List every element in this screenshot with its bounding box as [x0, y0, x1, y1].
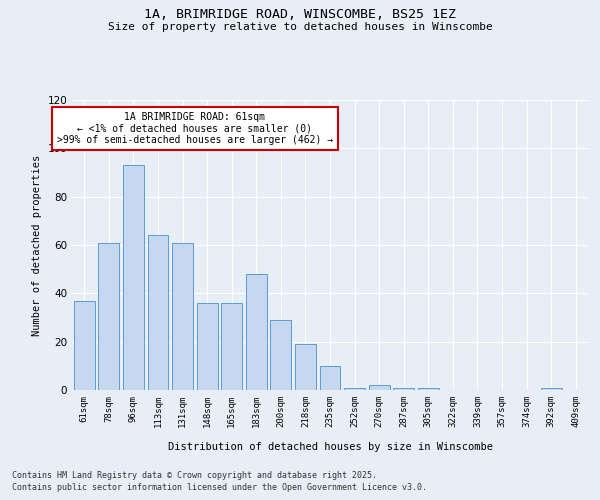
Bar [148, 236, 169, 390]
Bar [98, 242, 119, 390]
Text: Size of property relative to detached houses in Winscombe: Size of property relative to detached ho… [107, 22, 493, 32]
Bar [320, 366, 340, 390]
Bar [344, 388, 365, 390]
Bar [123, 166, 144, 390]
Bar [74, 300, 95, 390]
Bar [221, 303, 242, 390]
Bar [368, 385, 389, 390]
Bar [271, 320, 292, 390]
Bar [541, 388, 562, 390]
Bar [295, 344, 316, 390]
Bar [172, 242, 193, 390]
Bar [197, 303, 218, 390]
Text: Contains HM Land Registry data © Crown copyright and database right 2025.: Contains HM Land Registry data © Crown c… [12, 471, 377, 480]
Text: Contains public sector information licensed under the Open Government Licence v3: Contains public sector information licen… [12, 484, 427, 492]
Text: 1A, BRIMRIDGE ROAD, WINSCOMBE, BS25 1EZ: 1A, BRIMRIDGE ROAD, WINSCOMBE, BS25 1EZ [144, 8, 456, 20]
Text: Distribution of detached houses by size in Winscombe: Distribution of detached houses by size … [167, 442, 493, 452]
Bar [246, 274, 267, 390]
Bar [418, 388, 439, 390]
Y-axis label: Number of detached properties: Number of detached properties [32, 154, 42, 336]
Bar [393, 388, 414, 390]
Text: 1A BRIMRIDGE ROAD: 61sqm
← <1% of detached houses are smaller (0)
>99% of semi-d: 1A BRIMRIDGE ROAD: 61sqm ← <1% of detach… [57, 112, 333, 146]
